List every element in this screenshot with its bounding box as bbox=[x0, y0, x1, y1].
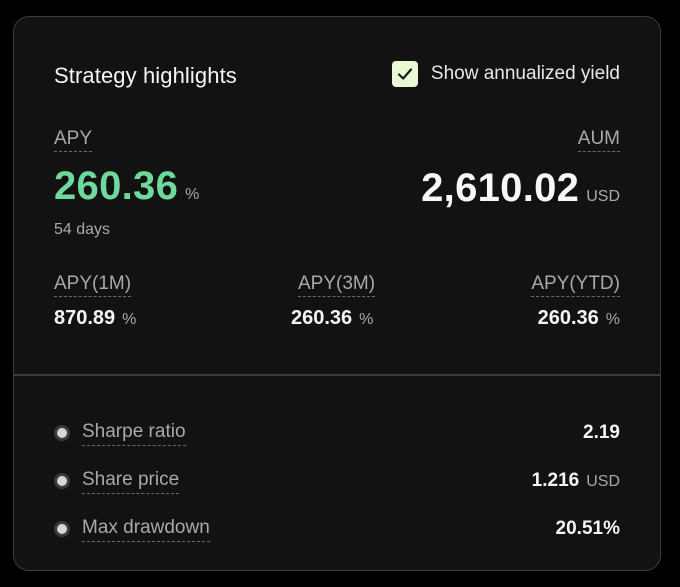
metric-row-sharpe-ratio: Sharpe ratio 2.19 bbox=[54, 409, 620, 457]
share-price-value-wrap: 1.216 USD bbox=[532, 470, 620, 492]
apy-ytd-value: 260.36 bbox=[537, 307, 599, 329]
apy-1m-unit: % bbox=[122, 311, 137, 328]
sharpe-ratio-value: 2.19 bbox=[583, 422, 620, 443]
apy-value: 260.36 bbox=[54, 164, 179, 208]
apy-3m-value-row: 260.36 % bbox=[291, 307, 375, 330]
apy-ytd-value-row: 260.36 % bbox=[531, 307, 620, 330]
bullet-dot-icon bbox=[57, 476, 67, 486]
apy-ytd-unit: % bbox=[605, 311, 620, 328]
checkmark-icon bbox=[397, 68, 413, 80]
aum-value: 2,610.02 bbox=[421, 166, 580, 210]
sharpe-ratio-value-wrap: 2.19 bbox=[583, 422, 620, 444]
card-header: Strategy highlights Show annualized yiel… bbox=[54, 61, 620, 93]
apy-unit: % bbox=[185, 186, 200, 203]
aum-label[interactable]: AUM bbox=[577, 128, 620, 152]
apy-ytd-stat: APY(YTD) 260.36 % bbox=[531, 273, 620, 330]
apy-3m-unit: % bbox=[359, 311, 374, 328]
apy-period: 54 days bbox=[54, 221, 111, 238]
apy-3m-stat: APY(3M) 260.36 % bbox=[291, 273, 376, 330]
aum-section: AUM 2,610.02 USD bbox=[421, 128, 620, 211]
sharpe-ratio-label[interactable]: Sharpe ratio bbox=[82, 421, 186, 446]
apy-label[interactable]: APY bbox=[54, 128, 93, 152]
annualized-yield-toggle[interactable]: Show annualized yield bbox=[391, 61, 620, 87]
section-divider bbox=[14, 374, 660, 376]
share-price-label[interactable]: Share price bbox=[82, 469, 180, 494]
annualized-yield-label[interactable]: Show annualized yield bbox=[430, 63, 620, 84]
apy-3m-label[interactable]: APY(3M) bbox=[298, 273, 376, 297]
share-price-value: 1.216 bbox=[531, 470, 580, 491]
apy-1m-value-row: 870.89 % bbox=[54, 307, 136, 330]
card-title: Strategy highlights bbox=[54, 63, 237, 88]
apy-value-row: 260.36 % bbox=[54, 164, 199, 209]
apy-1m-value: 870.89 bbox=[54, 307, 116, 329]
annualized-yield-checkbox[interactable] bbox=[391, 61, 418, 87]
apy-ytd-label[interactable]: APY(YTD) bbox=[531, 273, 620, 297]
apy-section: APY 260.36 % 54 days bbox=[54, 128, 199, 239]
apy-3m-value: 260.36 bbox=[291, 307, 353, 329]
apy-1m-label[interactable]: APY(1M) bbox=[54, 273, 132, 297]
max-drawdown-value-wrap: 20.51% bbox=[556, 518, 620, 540]
aum-unit: USD bbox=[586, 188, 620, 205]
aum-value-row: 2,610.02 USD bbox=[421, 166, 620, 211]
max-drawdown-value: 20.51% bbox=[555, 518, 620, 539]
metric-row-share-price: Share price 1.216 USD bbox=[54, 457, 620, 505]
metric-row-max-drawdown: Max drawdown 20.51% bbox=[54, 505, 620, 553]
strategy-highlights-card: Strategy highlights Show annualized yiel… bbox=[13, 16, 661, 571]
bullet-dot-icon bbox=[57, 428, 67, 438]
bullet-dot-icon bbox=[57, 524, 67, 534]
apy-1m-stat: APY(1M) 870.89 % bbox=[54, 273, 136, 330]
share-price-unit: USD bbox=[586, 473, 620, 490]
metrics-list: Sharpe ratio 2.19 Share price 1.216 USD … bbox=[54, 409, 620, 553]
max-drawdown-label[interactable]: Max drawdown bbox=[82, 517, 210, 542]
